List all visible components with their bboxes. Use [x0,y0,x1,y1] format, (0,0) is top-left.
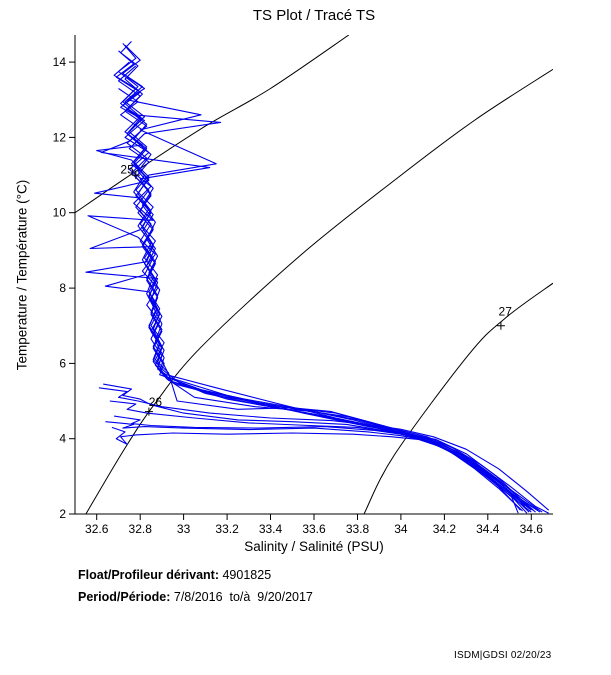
svg-text:6: 6 [59,356,66,370]
svg-text:33.6: 33.6 [302,522,326,536]
plot-title: TS Plot / Tracé TS [252,7,376,24]
ts-profile-trace [85,44,519,514]
float-info-line: Float/Profileur dérivant: 4901825 [78,568,271,582]
ts-profile-trace [120,41,523,512]
svg-text:34.2: 34.2 [433,522,457,536]
contour-labels: 25 26 27 [120,162,513,416]
period-value: 7/8/2016 to/à 9/20/2017 [173,590,313,604]
svg-text:32.8: 32.8 [129,522,153,536]
x-axis-ticks [96,514,532,520]
contour-label-marker [496,321,505,330]
svg-text:2: 2 [59,507,66,521]
svg-text:34.4: 34.4 [476,522,500,536]
ts-profile-trace [96,42,521,511]
float-label: Float/Profileur dérivant: [78,568,219,582]
svg-text:12: 12 [53,130,67,144]
axes [74,35,553,515]
svg-text:33.8: 33.8 [346,522,370,536]
contour-label-marker [131,171,140,180]
y-axis-ticks [69,61,75,515]
ts-profile-trace [98,387,550,511]
contour-label-marker [144,407,153,416]
ts-profile-trace [94,91,543,513]
ts-profile-trace [126,76,549,514]
svg-text:32.6: 32.6 [85,522,109,536]
svg-text:34: 34 [394,522,408,536]
isopycnal-contours [75,35,553,514]
contour-label-text: 26 [149,395,163,409]
svg-text:33: 33 [177,522,191,536]
ts-profile-trace [103,383,541,513]
svg-text:34.6: 34.6 [520,522,544,536]
ts-profile-trace [111,426,532,511]
isopycnal-25 [75,35,350,214]
footer-stamp: ISDM|GDSI 02/20/23 [454,650,552,661]
x-tick-labels: 32.6 32.8 33 33.2 33.4 33.6 33.8 34 34.2 34.4 34.6 [85,522,543,536]
isopycnal-27 [363,282,553,514]
period-info-line: Period/Période: 7/8/2016 to/à 9/20/2017 [78,590,313,604]
svg-text:33.4: 33.4 [259,522,283,536]
ts-profile-trace [105,421,530,513]
isopycnal-26 [85,68,553,514]
ts-profile-trace [100,65,528,514]
period-label: Period/Période: [78,590,171,604]
svg-text:33.2: 33.2 [215,522,239,536]
ts-profile-trace [104,88,536,513]
svg-text:4: 4 [59,432,66,446]
profile-traces [85,41,550,514]
contour-label-text: 25 [120,162,134,176]
y-tick-labels: 2 4 6 8 10 12 14 [53,55,67,521]
float-id: 4901825 [222,568,272,582]
svg-text:14: 14 [53,55,67,69]
ts-profile-trace [128,114,530,509]
svg-text:8: 8 [59,281,66,295]
svg-text:10: 10 [53,206,67,220]
ts-profile-trace [114,415,526,507]
x-axis-label: Salinity / Salinité (PSU) [244,539,384,554]
contour-label-text: 27 [499,304,513,318]
